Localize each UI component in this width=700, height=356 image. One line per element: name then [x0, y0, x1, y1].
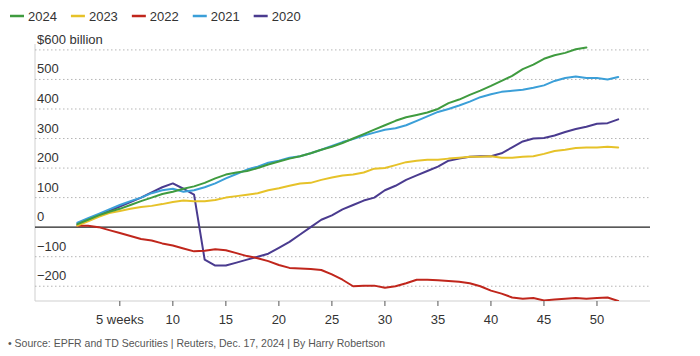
y-grid-line	[35, 49, 650, 50]
legend-label: 2023	[89, 9, 118, 24]
legend-swatch	[71, 15, 85, 18]
x-tick-label: 30	[378, 312, 392, 327]
y-axis-line	[35, 44, 36, 301]
y-grid-line	[35, 256, 650, 257]
y-grid-line	[35, 197, 650, 198]
legend-label: 2022	[150, 9, 179, 24]
x-tick	[278, 301, 279, 306]
y-grid-line	[35, 138, 650, 139]
y-tick-label: 200	[37, 150, 59, 165]
source-note: • Source: EPFR and TD Securities | Reute…	[8, 337, 385, 349]
x-tick	[384, 301, 385, 306]
x-tick-label: 40	[484, 312, 498, 327]
y-grid-line	[35, 168, 650, 169]
x-tick	[331, 301, 332, 306]
series-line	[77, 76, 618, 222]
x-tick	[172, 301, 173, 306]
x-tick-label: 35	[431, 312, 445, 327]
legend-label: 2021	[211, 9, 240, 24]
x-tick	[119, 301, 120, 306]
x-tick-label: 50	[590, 312, 604, 327]
legend-label: 2020	[272, 9, 301, 24]
y-tick-label: 300	[37, 121, 59, 136]
y-grid-line	[35, 108, 650, 109]
y-grid-line	[35, 227, 650, 228]
y-tick-label: −100	[37, 239, 66, 254]
y-grid-line	[35, 286, 650, 287]
legend-swatch	[193, 15, 207, 18]
x-tick	[490, 301, 491, 306]
x-tick-label: 10	[166, 312, 180, 327]
x-tick-label: 5 weeks	[96, 312, 144, 327]
legend-label: 2024	[28, 9, 57, 24]
y-tick-label: 100	[37, 180, 59, 195]
y-tick-label: 0	[37, 209, 44, 224]
legend-swatch	[254, 15, 268, 18]
y-tick-label: 500	[37, 61, 59, 76]
x-tick-label: 25	[325, 312, 339, 327]
series-line	[77, 147, 618, 226]
x-tick	[225, 301, 226, 306]
legend-swatch	[10, 15, 24, 18]
x-tick	[596, 301, 597, 306]
series-line	[77, 48, 586, 225]
x-axis-line	[35, 301, 650, 302]
chart: −200 −100 0 100 200 300 400 500 $600 billion 5 we…	[0, 0, 700, 356]
y-tick-label: $600 billion	[37, 32, 103, 47]
series-group	[77, 48, 618, 301]
x-tick-label: 15	[219, 312, 233, 327]
page: {"chart_data": { "type": "line", "source…	[0, 0, 700, 356]
x-tick-label: 20	[272, 312, 286, 327]
series-line	[77, 226, 618, 301]
x-tick-label: 45	[537, 312, 551, 327]
y-tick-label: 400	[37, 91, 59, 106]
x-tick	[543, 301, 544, 306]
legend-swatch	[132, 15, 146, 18]
x-tick	[437, 301, 438, 306]
y-tick-label: −200	[37, 268, 66, 283]
